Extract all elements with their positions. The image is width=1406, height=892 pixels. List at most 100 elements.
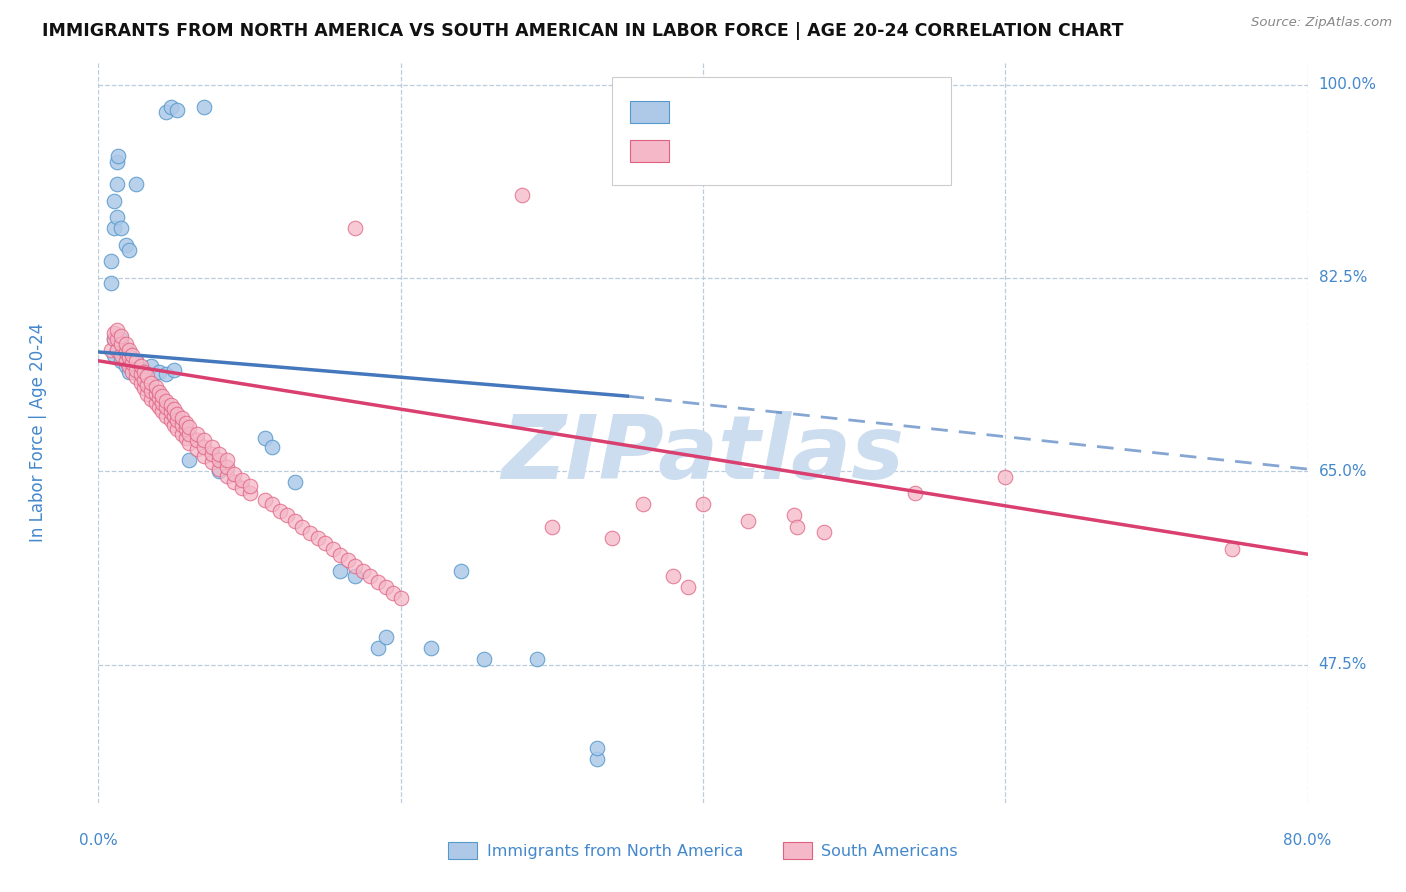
Point bbox=[224, 467, 246, 481]
Point bbox=[100, 254, 122, 268]
Point bbox=[125, 353, 148, 368]
Text: 107: 107 bbox=[870, 143, 904, 161]
Point bbox=[193, 449, 215, 463]
Point bbox=[344, 569, 367, 583]
Text: 65.0%: 65.0% bbox=[1319, 464, 1367, 479]
Point bbox=[208, 462, 231, 476]
Text: N =: N = bbox=[824, 103, 860, 121]
Point bbox=[132, 381, 155, 395]
Point bbox=[586, 740, 609, 755]
Point bbox=[105, 154, 128, 169]
Point bbox=[118, 353, 141, 368]
Text: Source: ZipAtlas.com: Source: ZipAtlas.com bbox=[1251, 16, 1392, 29]
Point bbox=[129, 367, 152, 381]
Point bbox=[186, 442, 208, 457]
Text: IMMIGRANTS FROM NORTH AMERICA VS SOUTH AMERICAN IN LABOR FORCE | AGE 20-24 CORRE: IMMIGRANTS FROM NORTH AMERICA VS SOUTH A… bbox=[42, 22, 1123, 40]
Point bbox=[224, 475, 246, 490]
Point bbox=[160, 100, 183, 114]
Point bbox=[114, 359, 136, 374]
Point bbox=[284, 514, 307, 528]
Point bbox=[174, 431, 197, 445]
Point bbox=[105, 332, 128, 346]
Point bbox=[150, 403, 173, 417]
Point bbox=[420, 641, 443, 656]
Point bbox=[155, 105, 177, 120]
Point bbox=[786, 519, 808, 533]
Text: 47.5%: 47.5% bbox=[1319, 657, 1367, 673]
Point bbox=[367, 641, 389, 656]
Point bbox=[118, 343, 141, 357]
Text: -0.495: -0.495 bbox=[731, 143, 790, 161]
Point bbox=[179, 435, 201, 450]
Point bbox=[307, 531, 329, 545]
Point bbox=[155, 401, 177, 415]
Point bbox=[360, 569, 382, 583]
Point bbox=[284, 475, 307, 490]
Point bbox=[179, 426, 201, 441]
Point bbox=[336, 552, 359, 566]
Point bbox=[193, 440, 215, 454]
Point bbox=[262, 498, 284, 512]
FancyBboxPatch shape bbox=[630, 101, 669, 123]
Point bbox=[110, 221, 132, 235]
Point bbox=[145, 396, 167, 410]
Point bbox=[118, 348, 141, 362]
Point bbox=[110, 332, 132, 346]
Point bbox=[215, 453, 238, 467]
Point bbox=[166, 422, 188, 436]
Point bbox=[586, 751, 609, 765]
Point bbox=[352, 564, 374, 578]
Point bbox=[291, 519, 314, 533]
Point bbox=[141, 359, 163, 374]
Point bbox=[813, 524, 835, 539]
FancyBboxPatch shape bbox=[613, 78, 950, 185]
Point bbox=[374, 580, 396, 594]
Point bbox=[215, 468, 238, 483]
Point bbox=[155, 393, 177, 408]
Point bbox=[100, 277, 122, 291]
Point bbox=[166, 103, 188, 117]
Point bbox=[148, 392, 170, 406]
Point bbox=[201, 440, 224, 454]
Point bbox=[135, 378, 157, 392]
Point bbox=[160, 413, 183, 427]
Point bbox=[329, 549, 352, 563]
Point bbox=[186, 426, 208, 441]
Point bbox=[132, 365, 155, 379]
Point bbox=[110, 348, 132, 362]
Point bbox=[661, 569, 683, 583]
Point bbox=[118, 351, 141, 365]
Point bbox=[121, 348, 143, 362]
Point bbox=[193, 434, 215, 448]
Point bbox=[166, 407, 188, 421]
Point bbox=[170, 426, 193, 441]
Point bbox=[103, 194, 125, 208]
Point bbox=[135, 387, 157, 401]
Point bbox=[145, 387, 167, 401]
Text: -0.095: -0.095 bbox=[731, 103, 790, 121]
Point bbox=[239, 478, 262, 492]
Point bbox=[269, 504, 291, 518]
Point bbox=[110, 337, 132, 351]
Point bbox=[231, 473, 253, 487]
Point bbox=[107, 149, 129, 163]
Point bbox=[208, 464, 231, 478]
Point bbox=[510, 188, 533, 202]
Point bbox=[114, 343, 136, 357]
Point bbox=[540, 519, 562, 533]
Point bbox=[163, 409, 186, 423]
Text: 100.0%: 100.0% bbox=[1319, 77, 1376, 92]
Point bbox=[125, 359, 148, 374]
Point bbox=[125, 177, 148, 191]
Point bbox=[904, 486, 927, 500]
Point bbox=[100, 343, 122, 357]
Point bbox=[155, 409, 177, 423]
FancyBboxPatch shape bbox=[630, 140, 669, 162]
Point bbox=[367, 574, 389, 589]
Point bbox=[118, 244, 141, 258]
Point bbox=[125, 353, 148, 368]
Point bbox=[322, 541, 344, 556]
Point bbox=[1220, 541, 1243, 556]
Point bbox=[174, 422, 197, 436]
Point bbox=[631, 498, 654, 512]
